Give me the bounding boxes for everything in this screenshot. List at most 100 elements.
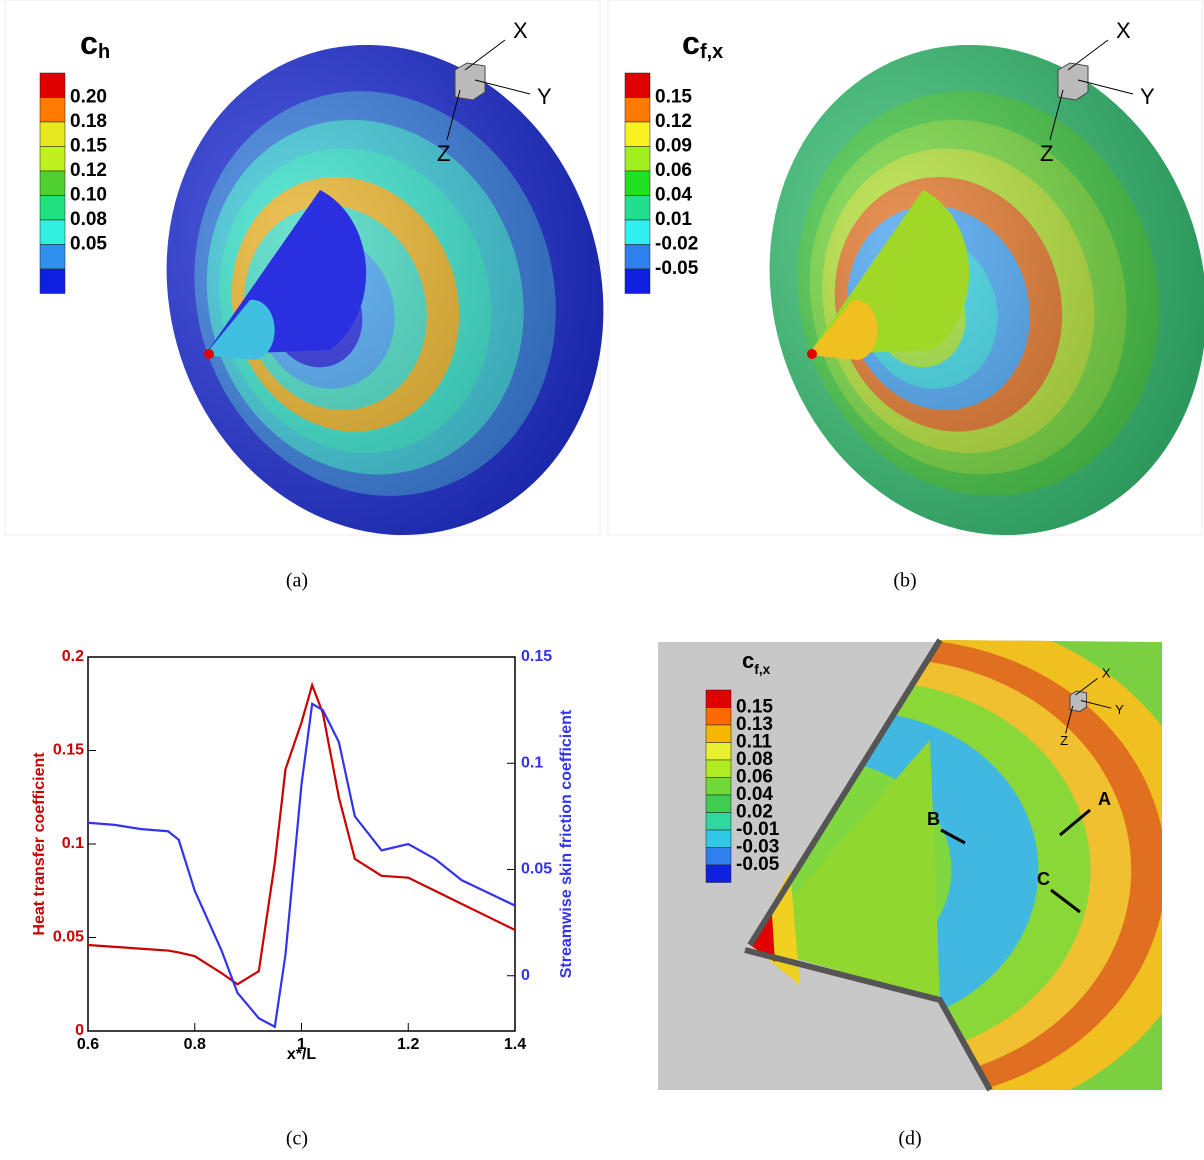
colorbar-box [624, 146, 651, 172]
axis-name: X [513, 18, 528, 43]
caption: (a) [286, 570, 308, 592]
triad-box [454, 62, 486, 101]
colorbar-title: cf,x [742, 648, 771, 677]
y2-tick-label: 0.15 [521, 648, 552, 665]
cone-tip [205, 299, 275, 360]
triad-box [1057, 62, 1089, 101]
caption: (b) [893, 570, 916, 592]
colorbar-label: 0.08 [736, 749, 773, 770]
triad-axis [474, 79, 531, 95]
colorbar-label: 0.15 [70, 136, 107, 157]
colorbar-box [39, 97, 66, 123]
colorbar-label: -0.03 [736, 837, 779, 858]
cone [750, 740, 940, 1000]
colorbar-label: 0.12 [70, 160, 107, 181]
colorbar-box [705, 864, 732, 883]
colorbar-box [624, 268, 651, 294]
annotation: B [927, 809, 940, 829]
colorbar-box [705, 794, 732, 813]
colorbar-box [624, 121, 651, 147]
colorbar-box [705, 847, 732, 866]
colorbar-box [624, 219, 651, 245]
symbol: c [80, 25, 98, 61]
annotation: C [1037, 869, 1050, 889]
colorbar-label: -0.05 [736, 854, 780, 875]
colorbar-label: 0.05 [70, 234, 107, 255]
y-tick-label: 0.05 [53, 929, 84, 946]
axis-name: Z [437, 141, 450, 166]
panel-c: 0.6 0.8 1 1.2 1.4 0 0.05 0.1 0.15 0.2 0 0.05 0.1 0.15… [31, 648, 575, 1063]
colorbar-label: -0.05 [655, 258, 699, 279]
colorbar-box [705, 724, 732, 743]
colorbar-label: 0.08 [70, 209, 107, 230]
arrow [1050, 888, 1081, 914]
colorbar-box [39, 121, 66, 147]
colorbar-box [39, 195, 66, 221]
colorbar-label: -0.01 [736, 819, 780, 840]
y2-axis-title: Streamwise skin friction coefficient [558, 709, 575, 978]
colorbar-label: 0.06 [655, 160, 692, 181]
panel-b: 0.15 0.12 0.09 0.06 0.04 0.01 -0.02 -0.05 cf,x X Y… [624, 18, 1204, 536]
triad-axis [1077, 79, 1134, 95]
colorbar-title: ch [80, 25, 110, 64]
y-axis-title: Heat transfer coefficient [31, 752, 48, 936]
triad-axis [464, 39, 506, 71]
colorbar-label: 0.13 [736, 714, 773, 735]
arrow [1059, 808, 1091, 837]
colorbar-box [39, 170, 66, 196]
colorbar-box [705, 759, 732, 778]
shading [166, 44, 604, 536]
colorbar-box [705, 707, 732, 726]
axis-name: Z [1060, 733, 1068, 748]
colorbar-box [39, 268, 66, 294]
panel-a: 0.20 0.18 0.15 0.12 0.10 0.08 0.05 ch X Y Z [39, 18, 604, 536]
colorbar-label: 0.15 [655, 87, 692, 108]
colorbar-label: 0.10 [70, 185, 107, 206]
x-tick-label: 0.6 [77, 1036, 99, 1053]
y2-tick-label: 0.1 [521, 754, 543, 771]
y2-tick-label: 0 [521, 967, 530, 984]
x-tick-label: 1 [297, 1036, 306, 1053]
colorbar-box [624, 195, 651, 221]
colorbar-label: 0.02 [736, 802, 773, 823]
colorbar-label: 0.20 [70, 87, 107, 108]
axis-name: Y [1140, 84, 1155, 109]
colorbar-label: 0.11 [736, 732, 772, 753]
axis-name: Y [1115, 702, 1124, 717]
colorbar-box [624, 72, 651, 98]
plot-frame [87, 656, 516, 1032]
triad-axis [1075, 678, 1098, 696]
colorbar-box [39, 219, 66, 245]
subscript: h [98, 41, 110, 63]
axis-name: Z [1040, 141, 1053, 166]
subscript: f,x [700, 41, 723, 63]
colorbar-box [705, 689, 732, 708]
x-tick-label: 1.4 [504, 1036, 526, 1053]
axis-name: X [1102, 666, 1111, 681]
triad-axis [1080, 700, 1112, 709]
cone-tip [808, 299, 878, 360]
colorbar-box [39, 146, 66, 172]
triad-axis [1049, 89, 1064, 141]
colorbar-label: -0.02 [655, 234, 698, 255]
y-tick-label: 0.1 [62, 835, 84, 852]
colorbar-label: 0.04 [736, 784, 773, 805]
symbol: c [682, 25, 700, 61]
colorbar-box [705, 742, 732, 761]
y-tick-label: 0.15 [53, 742, 84, 759]
cone-tip [750, 915, 775, 962]
shock-edge [744, 638, 993, 1092]
triad-axis [1067, 39, 1109, 71]
colorbar-box [39, 244, 66, 270]
colorbar-label: 0.04 [655, 185, 692, 206]
caption: (d) [898, 1128, 921, 1150]
colorbar-label: 0.18 [70, 111, 107, 132]
colorbar-box [705, 829, 732, 848]
colorbar-label: 0.06 [736, 767, 773, 788]
y-tick-label: 0.2 [62, 648, 84, 665]
shading [769, 44, 1204, 536]
colorbar-title: cf,x [682, 25, 723, 64]
axis-name: X [1116, 18, 1131, 43]
axis-name: Y [537, 84, 552, 109]
